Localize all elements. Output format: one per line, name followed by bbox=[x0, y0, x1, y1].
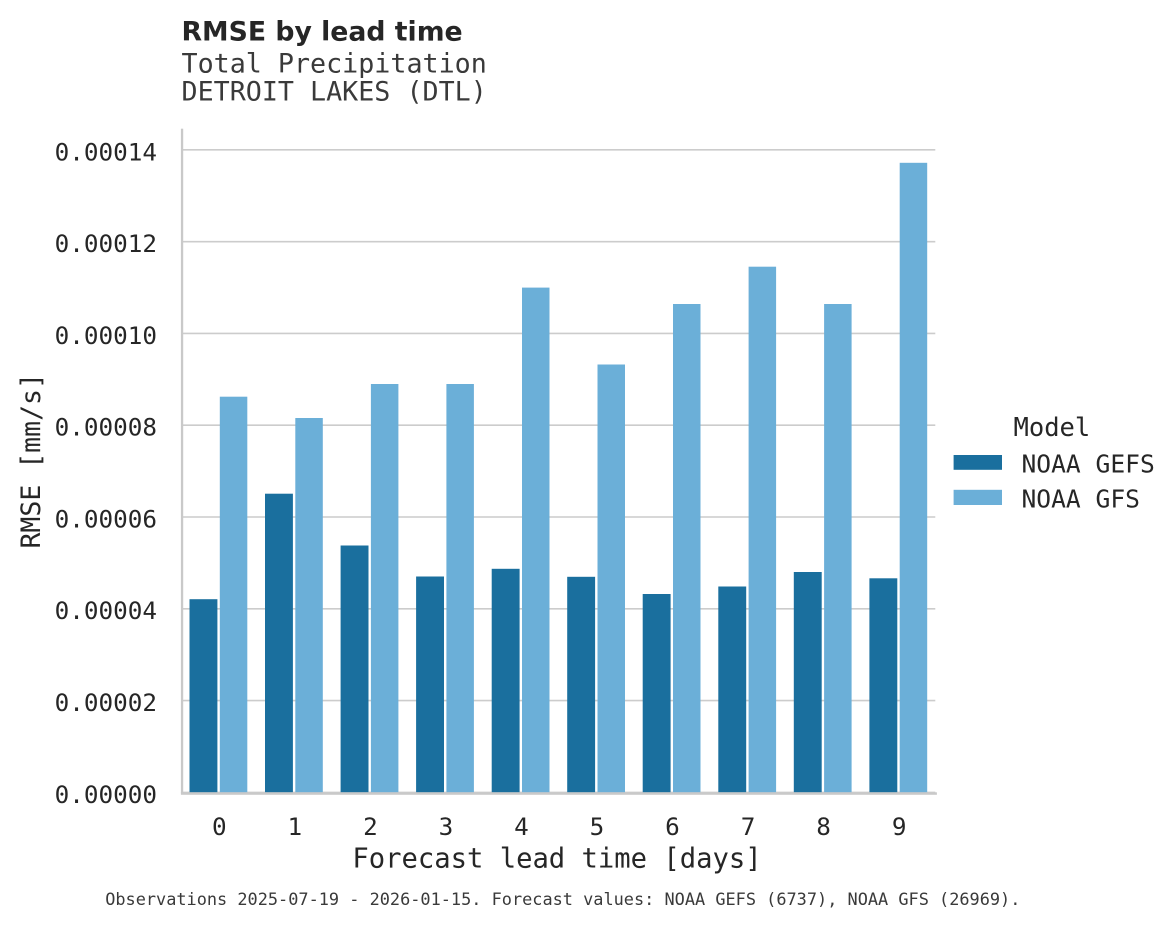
svg-text:9: 9 bbox=[892, 812, 907, 841]
svg-text:NOAA GFS: NOAA GFS bbox=[1022, 485, 1140, 514]
svg-text:0.00000: 0.00000 bbox=[55, 780, 157, 809]
svg-text:RMSE by lead time: RMSE by lead time bbox=[182, 16, 463, 47]
svg-text:8: 8 bbox=[816, 812, 831, 841]
svg-text:0.00014: 0.00014 bbox=[55, 137, 157, 166]
svg-text:0.00012: 0.00012 bbox=[55, 229, 157, 258]
svg-text:Model: Model bbox=[1014, 413, 1091, 443]
svg-text:0.00006: 0.00006 bbox=[55, 504, 157, 533]
svg-text:7: 7 bbox=[741, 812, 756, 841]
svg-text:Forecast lead time [days]: Forecast lead time [days] bbox=[352, 843, 761, 874]
svg-text:5: 5 bbox=[590, 812, 605, 841]
svg-text:0.00008: 0.00008 bbox=[55, 413, 157, 442]
svg-text:4: 4 bbox=[514, 812, 529, 841]
svg-text:0.00010: 0.00010 bbox=[55, 321, 157, 350]
svg-text:RMSE [mm/s]: RMSE [mm/s] bbox=[16, 373, 47, 549]
svg-text:0: 0 bbox=[212, 812, 227, 841]
svg-text:2: 2 bbox=[363, 812, 378, 841]
svg-text:DETROIT LAKES (DTL): DETROIT LAKES (DTL) bbox=[182, 76, 487, 107]
svg-text:NOAA GEFS: NOAA GEFS bbox=[1022, 450, 1155, 479]
svg-text:3: 3 bbox=[439, 812, 454, 841]
svg-text:0.00004: 0.00004 bbox=[55, 596, 157, 625]
svg-text:1: 1 bbox=[287, 812, 302, 841]
svg-text:Total Precipitation: Total Precipitation bbox=[182, 49, 487, 80]
svg-text:Observations 2025-07-19 - 2026: Observations 2025-07-19 - 2026-01-15. Fo… bbox=[105, 889, 1020, 909]
svg-text:6: 6 bbox=[665, 812, 680, 841]
svg-text:0.00002: 0.00002 bbox=[55, 688, 157, 717]
